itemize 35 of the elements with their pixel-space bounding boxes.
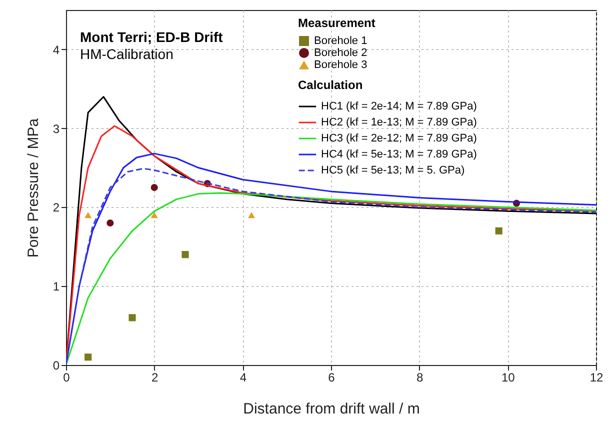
point — [182, 251, 189, 258]
x-tick-label: 4 — [240, 370, 247, 384]
annotation: Calculation — [298, 78, 363, 92]
y-tick-label: 2 — [52, 200, 60, 215]
point — [128, 314, 136, 322]
legend-label: HC5 (kf = 5e-13; M = 5. GPa) — [321, 164, 465, 176]
point — [150, 184, 158, 192]
x-tick-label: 10 — [501, 370, 516, 384]
text: HM-Calibration — [80, 46, 174, 62]
legend-label: Borehole 1 — [314, 35, 368, 47]
y-axis-title: Pore Pressure / MPa — [24, 118, 42, 258]
x-axis-title: Distance from drift wall / m — [243, 400, 420, 418]
y-tick-label: 3 — [52, 122, 60, 136]
text: Mont Terri; ED-B Drift — [80, 29, 224, 45]
y-tick-label: 0 — [52, 358, 60, 372]
point — [106, 219, 114, 227]
legend-label: Borehole 2 — [314, 47, 368, 59]
x-tick-label: 8 — [416, 370, 424, 384]
legend-label: HC3 (kf = 2e-12; M = 7.89 GPa) — [321, 132, 477, 144]
legend-label: HC2 (kf = 1e-13; M = 7.89 GPa) — [321, 116, 477, 128]
y-tick-label: 4 — [52, 42, 60, 57]
y-tick-label: 1 — [52, 280, 60, 294]
legend-title: Measurement — [298, 16, 376, 30]
x-tick-label: 0 — [63, 370, 70, 384]
point — [150, 212, 158, 218]
legend-label: HC4 (kf = 5e-13; M = 7.89 GPa) — [321, 148, 477, 160]
x-tick-label: 6 — [328, 370, 336, 384]
point — [248, 212, 256, 218]
point — [84, 354, 92, 361]
point — [84, 212, 92, 218]
point — [495, 227, 502, 234]
legend-label: HC1 (kf = 2e-14; M = 7.89 GPa) — [321, 100, 477, 112]
legend-label: Borehole 3 — [314, 59, 368, 71]
x-tick-label: 2 — [151, 370, 158, 384]
x-tick-label: 12 — [590, 370, 604, 384]
